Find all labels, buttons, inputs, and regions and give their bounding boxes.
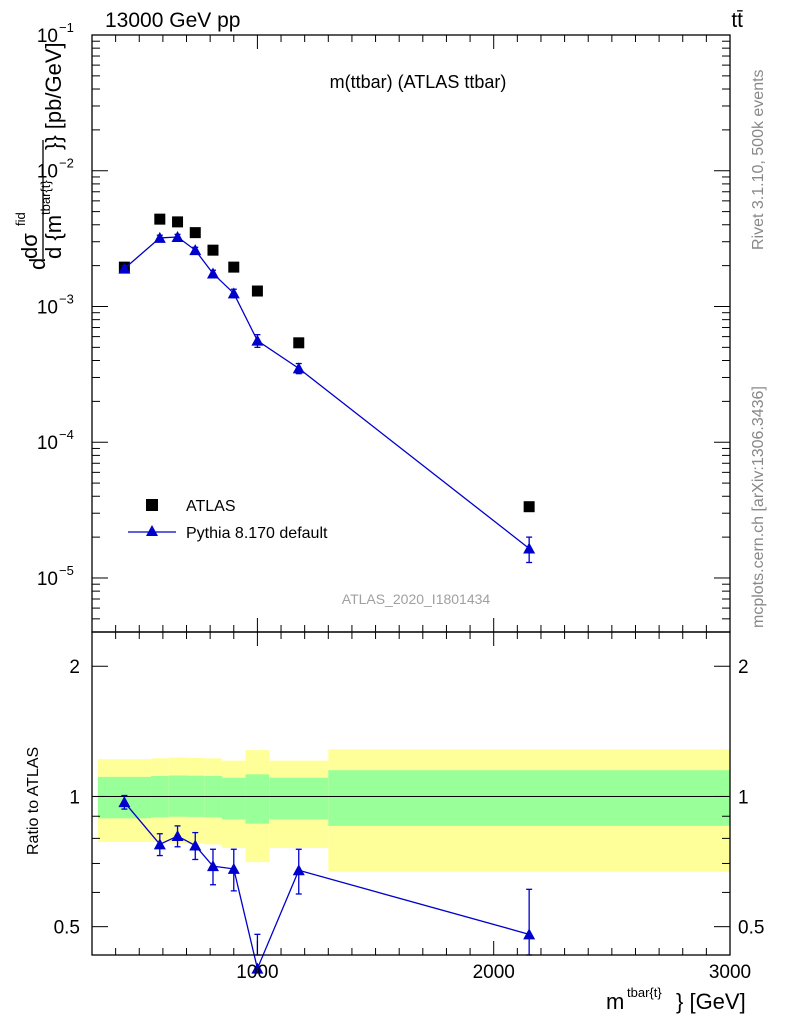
y-label-numerator: dσ	[17, 233, 42, 259]
x-label-tail: } [GeV]	[676, 989, 746, 1014]
legend-pythia-marker	[146, 525, 158, 536]
atlas-point-7	[293, 337, 305, 349]
rivet-version-label: Rivet 3.1.10, 500k events	[750, 69, 767, 250]
y-tick-exp-4: −5	[59, 563, 74, 578]
header-final-state: tt̄	[731, 9, 743, 32]
mcplots-label: mcplots.cern.ch [arXiv:1306.3436]	[750, 386, 767, 628]
pythia-point-6	[251, 334, 264, 346]
ratio-y-tick-right-2: 0.5	[738, 918, 764, 939]
y-tick-exp-1: −2	[59, 156, 74, 171]
y-tick-label-4: 10	[37, 569, 58, 590]
ratio-panel-frame	[91, 631, 731, 956]
pythia-point-2	[171, 231, 184, 243]
atlas-point-5	[228, 261, 240, 273]
ratio-band-inner-5	[221, 777, 246, 820]
y-tick-label-1: 10	[37, 162, 58, 183]
ratio-y-axis-label: Ratio to ATLAS	[25, 747, 42, 855]
atlas-point-3	[189, 227, 201, 239]
x-tick-label-3000: 3000	[709, 962, 751, 983]
y-label-d: d	[25, 258, 50, 270]
y-tick-label-0: 10	[37, 26, 58, 47]
ratio-point-2	[171, 830, 184, 842]
ratio-error-8	[526, 888, 533, 956]
plot-title: m(ttbar) (ATLAS ttbar)	[330, 72, 507, 92]
pythia-point-4	[206, 267, 219, 279]
ratio-y-tick-left-0: 2	[69, 657, 80, 678]
ratio-y-tick-left-2: 0.5	[54, 918, 80, 939]
pythia-point-1	[153, 231, 166, 243]
main-y-axis-label: d dσ fid d {m tbar{t} }} [pb/GeV]	[13, 42, 66, 270]
ratio-point-6	[251, 962, 264, 974]
legend-atlas-marker	[146, 499, 158, 511]
pythia-point-7	[292, 362, 305, 374]
y-tick-label-2: 10	[37, 297, 58, 318]
ratio-point-8	[523, 928, 536, 940]
x-label-sup: tbar{t}	[627, 985, 662, 1000]
ratio-point-7	[292, 864, 305, 876]
y-label-numerator-sup: fid	[13, 212, 28, 226]
legend: ATLAS Pythia 8.170 default	[128, 498, 328, 542]
atlas-point-6	[251, 285, 263, 297]
y-tick-exp-0: −1	[59, 20, 74, 35]
y-tick-label-3: 10	[37, 433, 58, 454]
x-tick-label-1000: 1000	[236, 962, 278, 983]
x-tick-label-2000: 2000	[473, 962, 515, 983]
legend-atlas-label: ATLAS	[186, 498, 236, 515]
atlas-point-2	[172, 216, 184, 228]
pythia-point-8	[523, 542, 536, 554]
y-tick-exp-3: −4	[59, 427, 74, 442]
atlas-point-1	[154, 213, 166, 225]
ratio-point-3	[189, 839, 202, 851]
ratio-y-tick-left-1: 1	[69, 787, 80, 808]
ratio-point-4	[206, 860, 219, 872]
ratio-point-5	[227, 862, 240, 874]
ratio-band-inner-7	[269, 777, 329, 820]
ratio-point-1	[153, 838, 166, 850]
atlas-point-8	[523, 501, 535, 513]
ratio-y-tick-right-0: 2	[738, 657, 749, 678]
legend-pythia-label: Pythia 8.170 default	[186, 525, 328, 542]
pythia-point-3	[189, 244, 202, 256]
x-axis-label: m tbar{t} } [GeV]	[606, 985, 746, 1014]
x-label-base: m	[606, 989, 624, 1014]
ratio-point-0	[118, 796, 131, 808]
header-process: 13000 GeV pp	[105, 9, 240, 32]
atlas-point-4	[207, 244, 219, 256]
ratio-band-inner-8	[328, 770, 730, 826]
pythia-point-0	[118, 262, 131, 274]
ratio-band-inner-6	[245, 774, 270, 824]
y-label-denominator-sup: tbar{t}	[38, 180, 53, 215]
y-label-unit: }} [pb/GeV]	[41, 42, 66, 150]
analysis-watermark: ATLAS_2020_I1801434	[342, 591, 491, 607]
y-label-denominator: d {m	[41, 215, 66, 259]
y-tick-exp-2: −3	[59, 291, 74, 306]
ratio-y-tick-right-1: 1	[738, 787, 749, 808]
pythia-point-5	[227, 287, 240, 299]
main-panel-frame	[91, 34, 731, 633]
